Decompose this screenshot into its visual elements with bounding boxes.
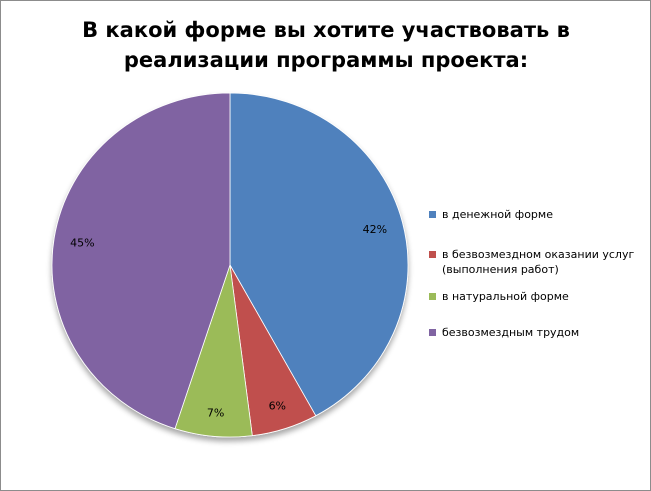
legend-label: в безвозмездном оказании услуг (выполнен… [442, 248, 635, 276]
legend-swatch [429, 293, 436, 300]
legend-item-labor: безвозмездным трудом [429, 325, 579, 340]
legend-item-monetary: в денежной форме [429, 207, 553, 222]
pie-slice [51, 92, 231, 430]
pie-data-label: 42% [363, 223, 387, 236]
legend-swatch [429, 211, 436, 218]
legend-label: в денежной форме [442, 208, 553, 221]
pie-data-labels: 42% 6% 7% 45% [70, 223, 387, 419]
chart-title: В какой форме вы хотите участвовать в ре… [82, 18, 570, 72]
pie-slice [229, 92, 409, 417]
legend-label: безвозмездным трудом [442, 326, 580, 339]
legend-label: в натуральной форме [442, 290, 569, 303]
legend-swatch [429, 251, 436, 258]
pie-data-label: 7% [207, 406, 224, 419]
pie-data-label: 6% [269, 400, 286, 413]
pie-data-label: 45% [70, 236, 94, 249]
legend-item-in-kind: в натуральной форме [429, 289, 569, 304]
legend-item-services: в безвозмездном оказании услуг (выполнен… [429, 247, 634, 277]
legend-swatch [429, 329, 436, 336]
pie-slices [51, 92, 409, 438]
